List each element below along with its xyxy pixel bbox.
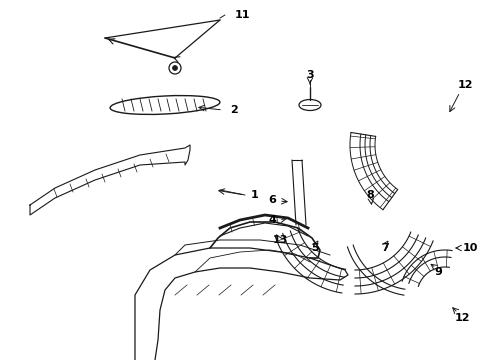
Text: 4: 4 bbox=[268, 215, 276, 225]
Text: 2: 2 bbox=[230, 105, 238, 115]
Text: 13: 13 bbox=[272, 235, 288, 245]
Text: 1: 1 bbox=[251, 190, 259, 200]
Text: 8: 8 bbox=[366, 190, 374, 200]
Text: 6: 6 bbox=[268, 195, 276, 205]
Text: 9: 9 bbox=[434, 267, 442, 277]
Text: 10: 10 bbox=[462, 243, 478, 253]
Text: 12: 12 bbox=[454, 313, 470, 323]
Text: 12: 12 bbox=[457, 80, 473, 90]
Text: 3: 3 bbox=[306, 70, 314, 80]
Text: 7: 7 bbox=[381, 243, 389, 253]
Circle shape bbox=[172, 66, 177, 71]
Circle shape bbox=[169, 62, 181, 74]
Ellipse shape bbox=[110, 95, 220, 114]
Polygon shape bbox=[30, 145, 190, 215]
Text: 11: 11 bbox=[235, 10, 250, 20]
Ellipse shape bbox=[299, 99, 321, 111]
Text: 5: 5 bbox=[311, 243, 319, 253]
